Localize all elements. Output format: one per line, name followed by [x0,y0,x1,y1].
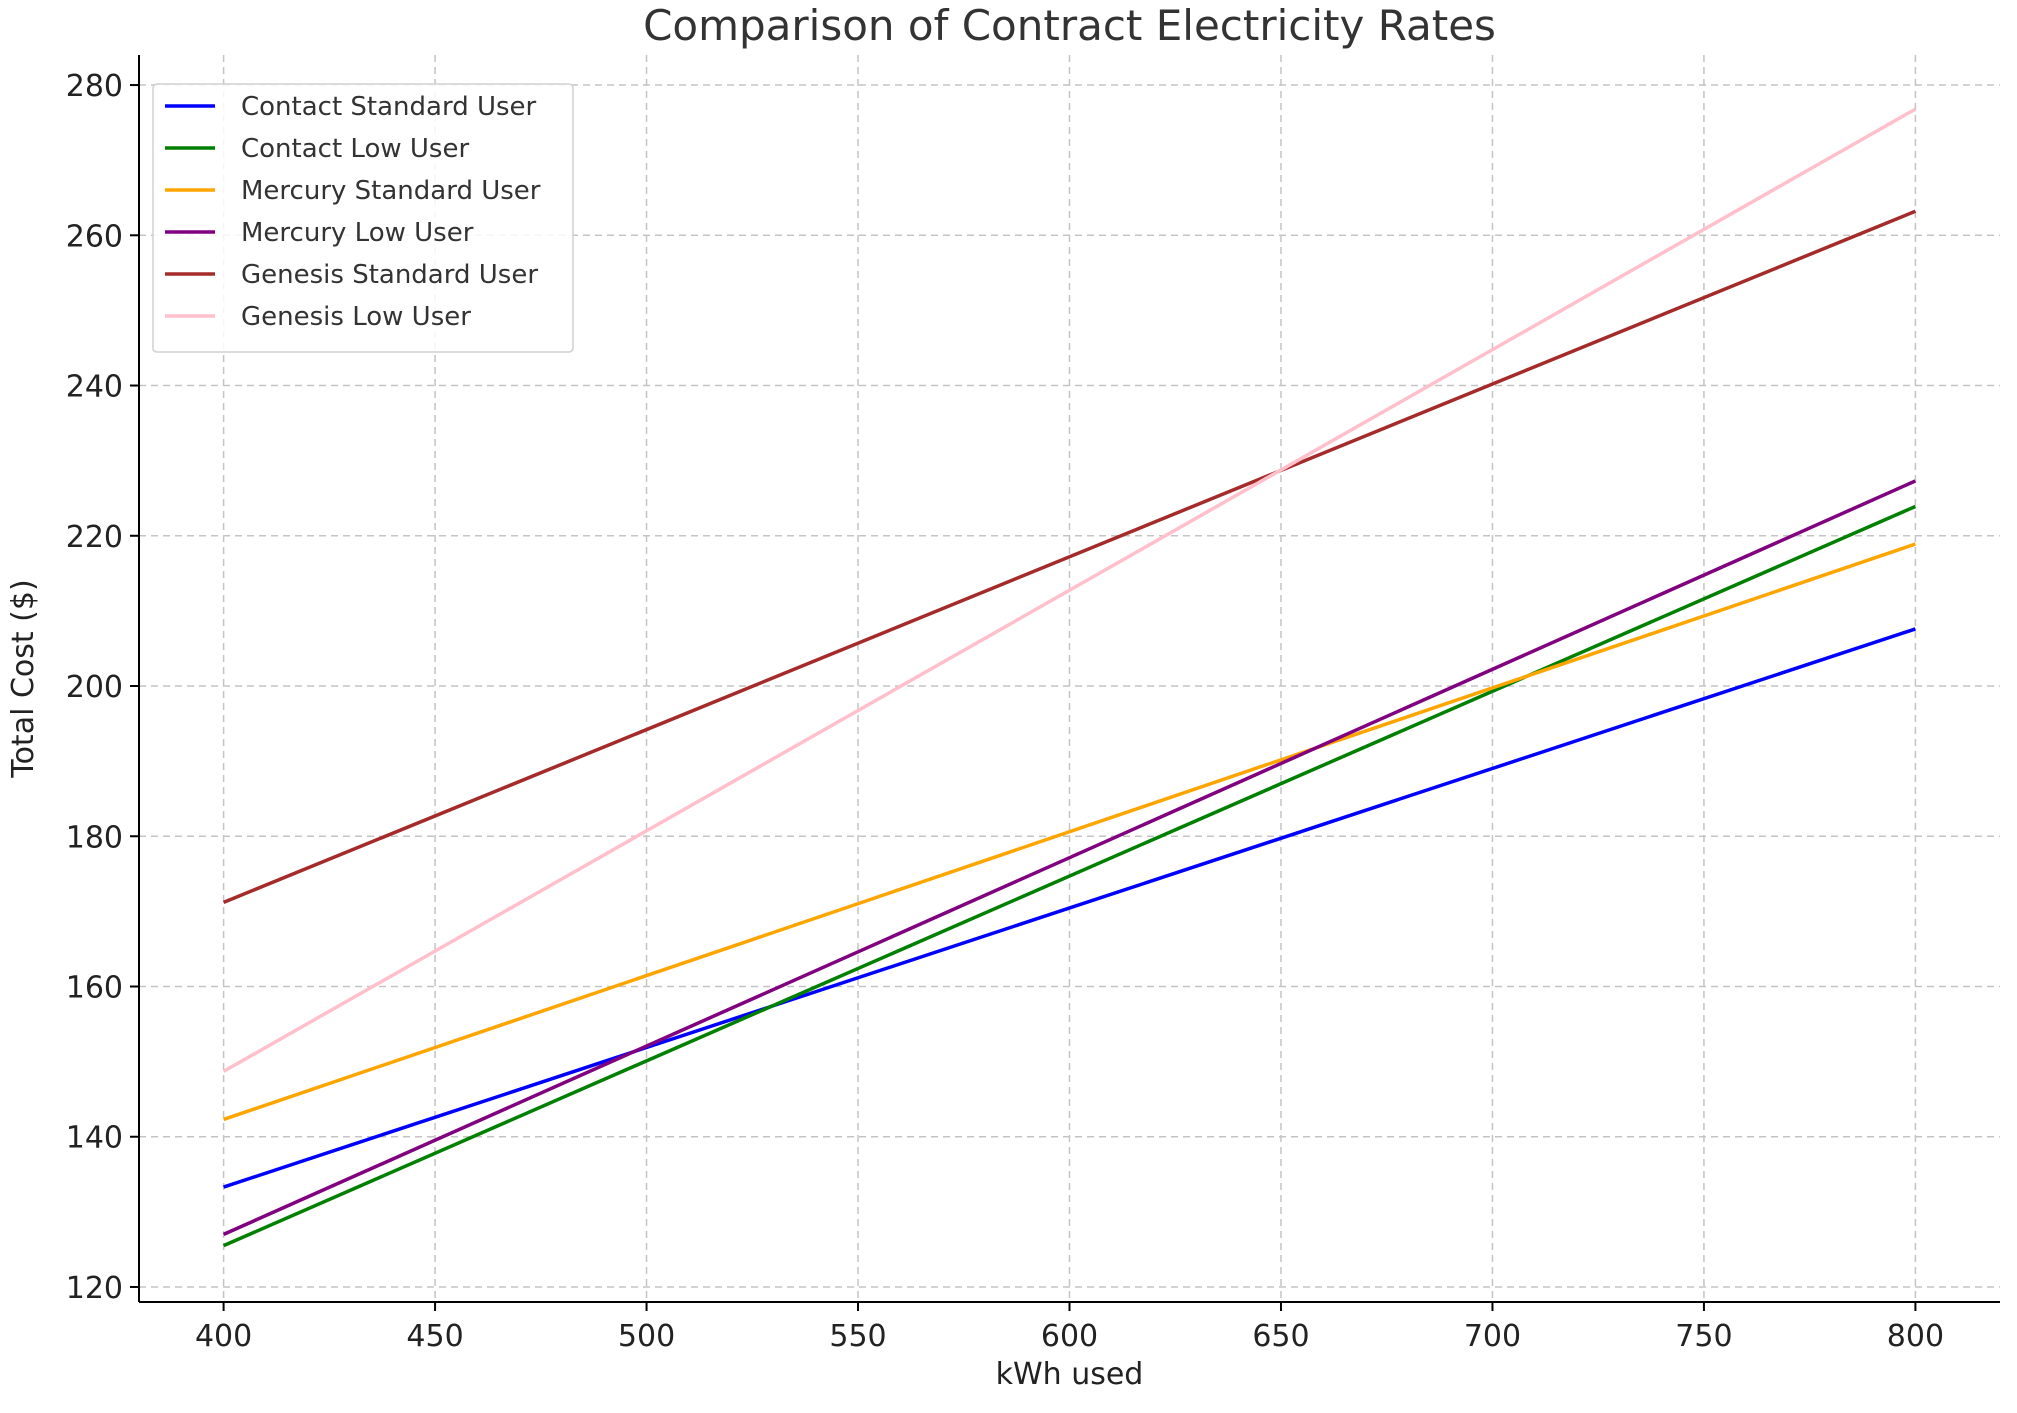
y-axis-ticks: 120 140 160 180 200 220 240 260 280 [66,69,139,1306]
y-tick-label: 220 [66,520,123,555]
y-tick-label: 280 [66,69,123,104]
legend-label: Mercury Low User [241,218,474,248]
x-tick-label: 500 [618,1319,675,1354]
legend-label: Contact Low User [241,134,469,164]
legend-label: Genesis Standard User [241,260,538,290]
series-line [223,542,1916,1122]
y-axis-label: Total Cost ($) [6,579,41,778]
x-tick-label: 800 [1887,1319,1944,1354]
x-tick-label: 450 [406,1319,463,1354]
x-axis-ticks: 400 450 500 550 600 650 700 750 800 [195,1302,1944,1354]
legend-items: Contact Standard User Contact Low User Mer… [165,92,541,332]
legend-label: Mercury Standard User [241,176,541,206]
chart-title: Comparison of Contract Electricity Rates [643,1,1496,50]
legend-label: Genesis Low User [241,302,471,332]
series-line [222,504,1917,1248]
x-tick-label: 600 [1041,1319,1098,1354]
x-tick-label: 700 [1464,1319,1521,1354]
y-tick-label: 140 [66,1121,123,1156]
legend-frame [152,83,574,353]
y-tick-label: 160 [66,970,123,1005]
series-line [222,107,1917,1073]
y-tick-label: 180 [66,820,123,855]
series-line [222,479,1917,1236]
series-line [223,627,1916,1189]
y-tick-label: 240 [66,370,123,405]
x-tick-label: 550 [829,1319,886,1354]
y-tick-label: 120 [66,1271,123,1306]
x-tick-label: 650 [1252,1319,1309,1354]
x-axis-label: kWh used [996,1357,1144,1392]
legend: Contact Standard User Contact Low User Mer… [152,83,574,353]
y-tick-label: 200 [66,670,123,705]
series-lines [222,107,1917,1248]
series-line [222,209,1917,904]
legend-label: Contact Standard User [241,92,537,122]
x-tick-label: 750 [1675,1319,1732,1354]
y-tick-label: 260 [66,219,123,254]
x-tick-label: 400 [195,1319,252,1354]
